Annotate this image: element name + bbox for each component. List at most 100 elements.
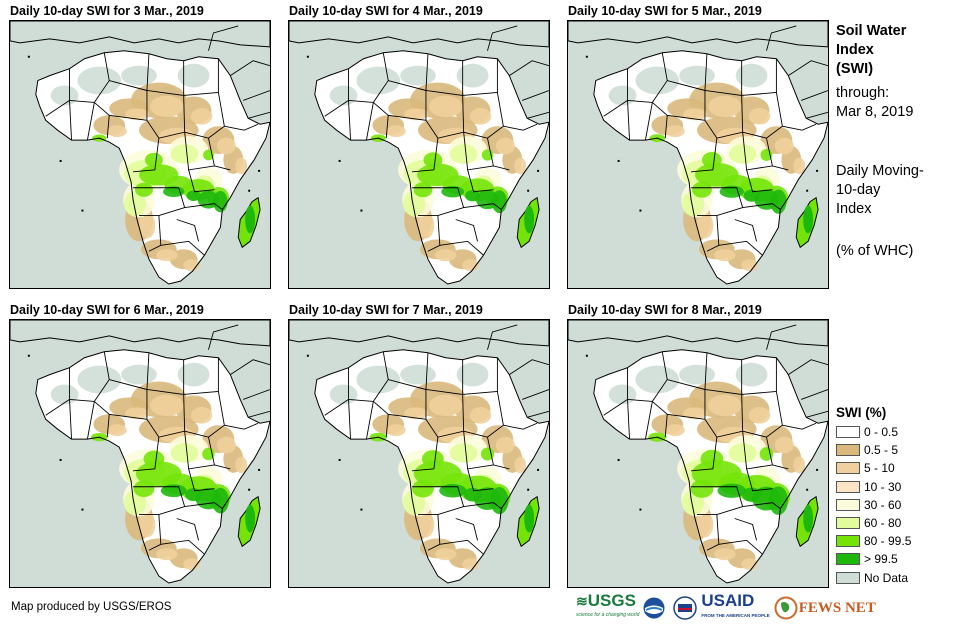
country-border (133, 138, 160, 173)
africa-coastline (35, 349, 270, 584)
country-border (718, 240, 763, 256)
noaa-emblem-icon (643, 597, 665, 619)
swi-low-area (708, 95, 742, 118)
country-border (373, 95, 465, 139)
island (806, 488, 809, 491)
swi-moist-area (728, 144, 757, 164)
country-border (133, 486, 186, 515)
island (59, 159, 62, 162)
swi-low-area (696, 511, 714, 538)
country-border (527, 111, 549, 119)
swi-low-area (183, 259, 200, 272)
country-border (627, 351, 668, 402)
swi-low-area (417, 212, 435, 239)
country-border (439, 240, 484, 256)
swi-low-area (156, 249, 178, 262)
swi-saturated-area (211, 487, 229, 514)
swi-low-area (417, 511, 435, 538)
panel-title-2: Daily 10-day SWI for 4 Mar., 2019 (289, 4, 483, 18)
madagascar-saturated (803, 504, 814, 533)
swi-low-area (150, 95, 184, 118)
africa-map (10, 320, 270, 587)
through-label: through: (836, 85, 890, 101)
country-border (766, 138, 789, 171)
info-description: Daily Moving- 10-day Index (836, 162, 924, 219)
no-data-area (635, 66, 680, 95)
swi-wet-area (135, 182, 153, 197)
swi-low-area (665, 424, 685, 437)
country-border (644, 401, 653, 440)
country-border (652, 394, 744, 438)
island (360, 209, 363, 212)
country-border (509, 359, 549, 375)
swi-saturated-area (439, 483, 467, 498)
country-border (208, 25, 239, 51)
country-border (487, 324, 518, 350)
swi-wet-area (423, 152, 443, 168)
country-border (455, 518, 478, 541)
country-border (522, 389, 549, 400)
europe-coast (568, 320, 828, 347)
map-panel-6 (567, 319, 829, 588)
island (338, 458, 341, 461)
swi-wet-area (144, 152, 163, 168)
country-border (348, 399, 351, 440)
country-border (806, 111, 828, 119)
swi-low-area (156, 548, 178, 561)
swi-saturated-area (160, 484, 187, 498)
fewsnet-label: FEWS NET (798, 599, 876, 616)
country-border (742, 502, 781, 509)
legend-swatch (836, 535, 860, 548)
legend-item: 60 - 80 (836, 514, 911, 532)
country-border (412, 138, 439, 173)
swi-low-area (683, 407, 707, 420)
swi-low-area (190, 107, 213, 125)
country-border (627, 52, 668, 103)
island (617, 458, 620, 461)
swi-saturated-area (768, 486, 788, 515)
island (806, 189, 809, 192)
island (59, 458, 62, 461)
island (639, 209, 642, 212)
country-border (463, 431, 494, 470)
legend-label: 0.5 - 5 (864, 443, 899, 458)
africa-coastline (314, 349, 549, 584)
island (338, 159, 341, 162)
agency-logos: ≋USGS science for a changing world USAID… (576, 592, 876, 621)
fewsnet-globe-icon (774, 596, 798, 620)
description-line: Index (836, 201, 872, 217)
description-line: 10-day (836, 182, 881, 198)
country-border (487, 25, 518, 51)
europe-coast (10, 320, 270, 347)
country-border (487, 138, 510, 171)
swi-low-area (469, 107, 492, 125)
usaid-seal (673, 596, 698, 620)
swi-low-area (216, 436, 236, 454)
swi-saturated-area (213, 190, 228, 213)
swi-low-area (107, 424, 127, 437)
country-border (664, 414, 668, 438)
no-data-area (679, 364, 715, 385)
panel-title-3: Daily 10-day SWI for 5 Mar., 2019 (568, 4, 762, 18)
madagascar-saturated (803, 205, 814, 234)
country-border (509, 60, 549, 76)
country-border (385, 414, 389, 438)
swi-low-area (741, 558, 758, 571)
island (306, 354, 309, 357)
legend-label: 60 - 80 (864, 516, 902, 531)
swi-low-area (462, 259, 479, 272)
country-border (463, 203, 502, 210)
country-border (463, 502, 502, 509)
madagascar-saturated (245, 205, 256, 234)
legend-swatch (836, 517, 860, 530)
country-border (243, 90, 270, 101)
swi-saturated-area (719, 185, 744, 198)
country-border (746, 468, 773, 492)
legend-swatch (836, 571, 860, 584)
country-border (467, 169, 494, 193)
country-border (160, 240, 205, 256)
swi-saturated-area (464, 189, 481, 202)
madagascar-saturated (524, 205, 535, 234)
country-border (86, 102, 95, 141)
island (81, 508, 84, 511)
